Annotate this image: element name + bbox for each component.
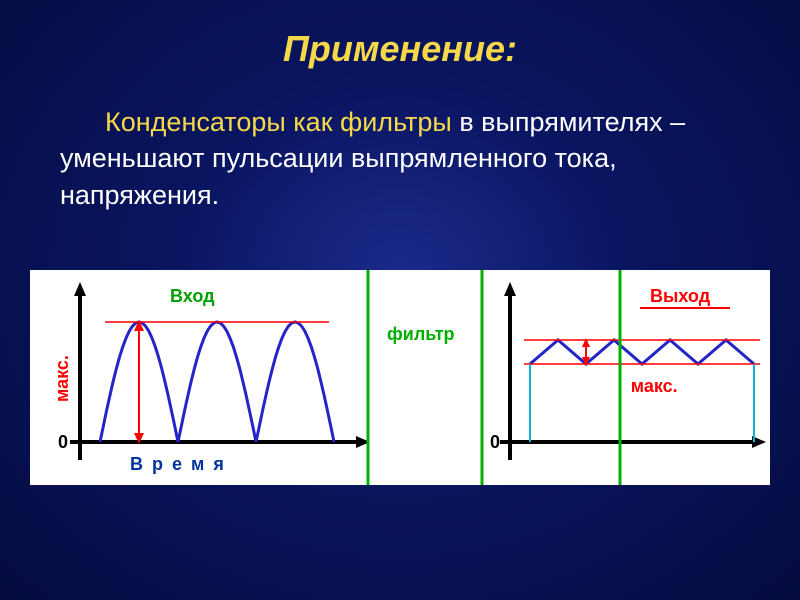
indent	[60, 107, 105, 137]
body-highlight: Конденсаторы как фильтры	[105, 107, 452, 137]
svg-text:фильтр: фильтр	[387, 324, 455, 344]
svg-text:0: 0	[58, 432, 68, 452]
page-title: Применение:	[0, 0, 800, 70]
svg-text:макс.: макс.	[631, 376, 678, 396]
filter-diagram: макс. 0 Вход В р е м я фильтр 0 Выход макс.	[30, 270, 770, 485]
svg-text:макс.: макс.	[52, 355, 72, 402]
svg-text:В р е м я: В р е м я	[130, 454, 226, 474]
svg-text:Выход: Выход	[650, 286, 711, 306]
svg-text:Вход: Вход	[170, 286, 215, 306]
body-paragraph: Конденсаторы как фильтры в выпрямителях …	[0, 70, 800, 213]
svg-text:0: 0	[490, 432, 500, 452]
